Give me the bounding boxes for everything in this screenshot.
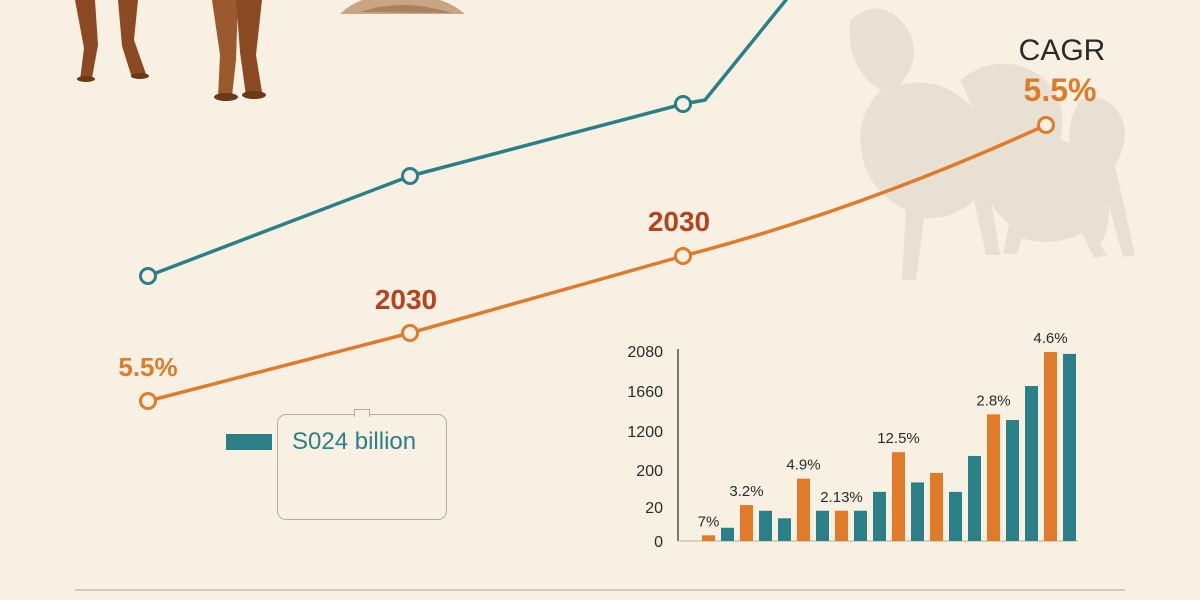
bar-value-label: 7% (698, 513, 720, 530)
series-point (674, 95, 692, 113)
bar (892, 452, 905, 541)
bar (759, 510, 772, 541)
bar-chart: 0 20 200 1200 1660 2080 7% 3.2% 4.9%2.13% 12.5% 2.… (627, 330, 1078, 551)
legend-text: S024 billion (292, 428, 417, 455)
bar-value-label: 4.9% (786, 457, 820, 474)
bar (721, 527, 734, 541)
bar (949, 491, 962, 541)
bar-value-label: 12.5% (877, 430, 920, 447)
bar (1063, 353, 1076, 541)
bar (797, 478, 810, 541)
cagr-value: 5.5% (1024, 72, 1097, 108)
bar (987, 414, 1000, 541)
bar (930, 472, 943, 541)
point-label: 5.5% (118, 352, 177, 382)
bar (835, 510, 848, 541)
y-tick-label: 200 (636, 463, 663, 480)
rock-illustration-icon (340, 0, 465, 14)
series-line (147, 123, 1047, 403)
y-tick-label: 0 (654, 534, 663, 551)
bar (854, 510, 867, 541)
bar (1006, 420, 1019, 541)
series-point (401, 324, 419, 342)
bar-value-label: 2.8% (976, 392, 1010, 409)
series-point (139, 267, 157, 285)
bar-value-label: 3.2% (729, 483, 763, 500)
camel-illustration-icon (75, 0, 266, 101)
bar-value-label: 2.13% (820, 489, 863, 506)
bar (778, 518, 791, 541)
series-point (1037, 116, 1055, 134)
bar (702, 535, 715, 541)
bar (911, 482, 924, 541)
point-label: 2030 (648, 206, 710, 237)
bar-value-label: 4.6% (1033, 330, 1067, 347)
bar (1025, 386, 1038, 541)
bar (740, 505, 753, 541)
y-tick-label: 20 (645, 500, 663, 517)
series-point (401, 167, 419, 185)
cagr-label: CAGR (1019, 34, 1106, 67)
legend-box (277, 414, 447, 520)
y-tick-label: 1660 (627, 384, 663, 401)
legend-swatch (226, 434, 272, 450)
bar (873, 491, 886, 541)
bar (816, 510, 829, 541)
series-point (139, 392, 157, 410)
bar (1044, 352, 1057, 541)
point-label: 2030 (375, 284, 437, 315)
line-chart: 5.5% 2030 2030 (118, 0, 1055, 410)
y-tick-label: 2080 (627, 344, 663, 361)
bar (968, 455, 981, 541)
y-tick-label: 1200 (627, 424, 663, 441)
series-point (674, 247, 692, 265)
legend-box-tab (354, 409, 370, 417)
deer-watermark-icon (849, 8, 1135, 281)
